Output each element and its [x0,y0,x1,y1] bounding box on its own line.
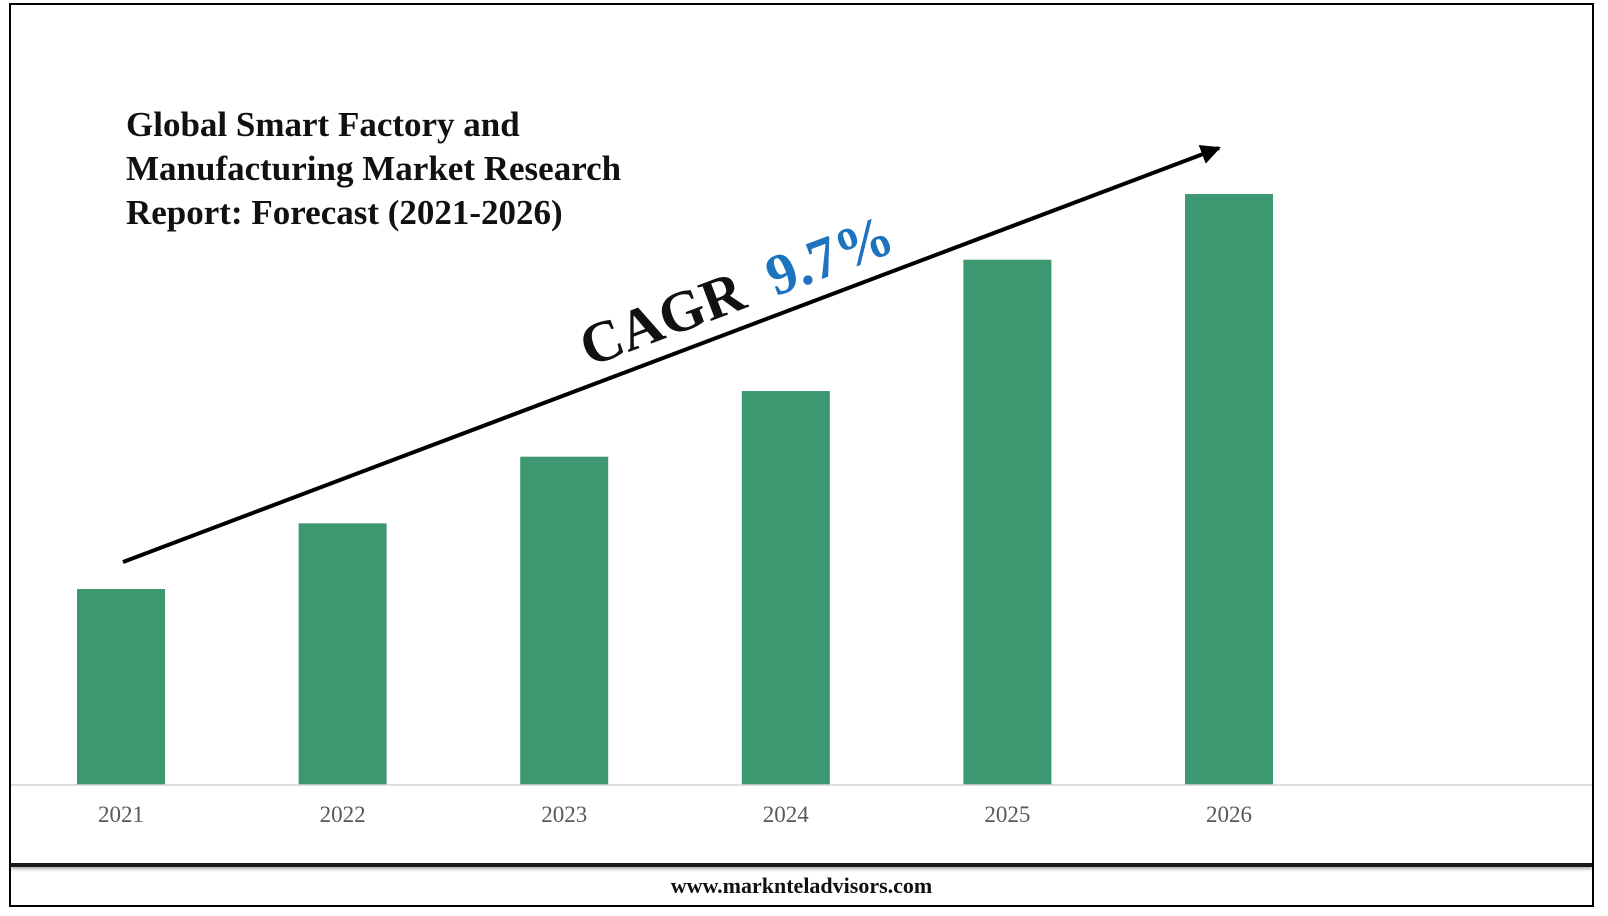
bar-2024 [741,391,830,785]
footer-divider [11,863,1592,867]
chart-title-line-1: Global Smart Factory and [126,105,520,144]
chart-frame: 2021 2022 2023 2024 2025 2026 CAGR 9.7% Globa… [9,3,1594,907]
x-tick-label-2026: 2026 [1206,802,1252,827]
cagr-label: CAGR [571,258,755,380]
x-tick-label-2025: 2025 [984,802,1030,827]
x-tick-label-2022: 2022 [320,802,366,827]
bar-2023 [520,456,609,785]
footer-website-url: www.marknteladvisors.com [670,873,933,898]
x-tick-label-2021: 2021 [98,802,144,827]
bar-2022 [298,523,387,785]
chart-title-line-3: Report: Forecast (2021-2026) [126,193,563,232]
bars-group [77,194,1273,786]
x-tick-label-2024: 2024 [763,802,810,827]
x-tick-label-2023: 2023 [541,802,587,827]
bar-chart: 2021 2022 2023 2024 2025 2026 CAGR 9.7% [11,145,1592,827]
bar-2026 [1185,194,1273,785]
bar-2021 [77,589,165,785]
cagr-annotation: CAGR 9.7% [571,202,902,379]
chart-title-line-2: Manufacturing Market Research [126,149,622,188]
trend-arrow [122,145,1221,564]
cagr-value: 9.7% [757,202,902,309]
x-tick-labels: 2021 2022 2023 2024 2025 2026 [98,802,1252,827]
bar-2025 [963,259,1052,786]
